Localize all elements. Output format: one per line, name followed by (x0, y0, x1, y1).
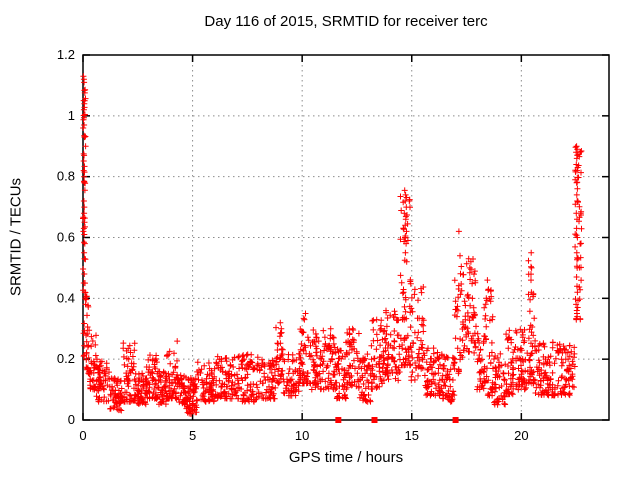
x-tick-label: 5 (189, 428, 196, 443)
y-tick-label: 0.8 (57, 169, 75, 184)
axis-gap-marker (452, 417, 459, 423)
x-tick-label: 0 (79, 428, 86, 443)
y-tick-label: 0.2 (57, 351, 75, 366)
x-tick-label: 15 (405, 428, 419, 443)
scatter-points (80, 73, 585, 417)
y-tick-label: 0.6 (57, 230, 75, 245)
y-tick-label: 1 (68, 108, 75, 123)
axis-gap-marker (371, 417, 378, 423)
x-tick-label: 10 (295, 428, 309, 443)
x-tick-label: 20 (514, 428, 528, 443)
chart-title: Day 116 of 2015, SRMTID for receiver ter… (204, 13, 488, 30)
y-tick-label: 0 (68, 412, 75, 427)
x-axis-label: GPS time / hours (288, 449, 404, 466)
y-tick-label: 1.2 (57, 47, 75, 62)
axis-gap-marker (335, 417, 342, 423)
y-tick-label: 0.4 (57, 290, 75, 305)
